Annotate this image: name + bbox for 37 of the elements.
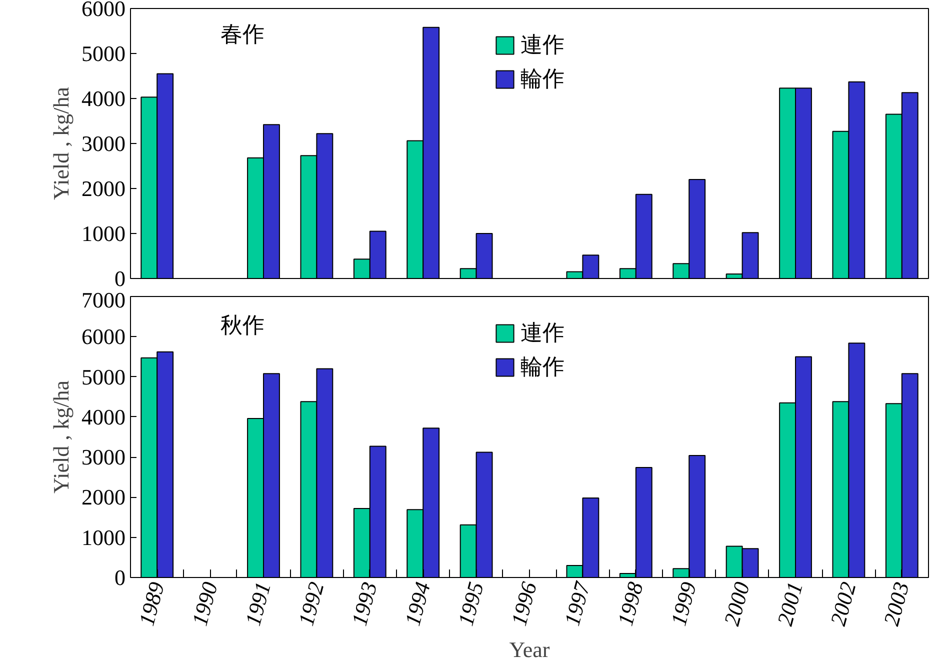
x-tick-label: 1993: [346, 579, 382, 628]
y-tick-label: 6000: [82, 324, 126, 350]
x-tick-label: 1989: [134, 579, 170, 628]
x-tick-label: 1990: [186, 579, 222, 628]
x-tick-label: 1996: [506, 579, 542, 628]
x-tick-label: 1999: [666, 579, 702, 628]
x-tick-label: 1998: [612, 579, 648, 628]
x-tick-label: 1995: [452, 579, 488, 628]
y-tick-label: 0: [114, 565, 126, 590]
annotation: 秋作: [220, 312, 264, 338]
x-tick-label: 2001: [772, 579, 808, 628]
x-tick-label: 1992: [293, 579, 329, 628]
y-axis-title: Yield , kg/ha: [48, 380, 74, 494]
y-tick-label: 5000: [82, 364, 126, 390]
y-tick-label: 4000: [82, 86, 126, 111]
y-tick-label: 3000: [82, 131, 126, 156]
y-tick-label: 2000: [82, 484, 126, 510]
y-axis-title: Yield , kg/ha: [48, 86, 74, 200]
legend-label: 連作: [520, 319, 564, 347]
x-axis-title: Year: [509, 636, 550, 662]
y-tick-label: 4000: [82, 404, 126, 430]
x-tick-label: 1997: [559, 578, 596, 628]
y-tick-label: 2000: [82, 176, 126, 201]
legend-label: 連作: [520, 31, 564, 59]
y-tick-label: 1000: [82, 524, 126, 550]
y-tick-label: 6000: [82, 0, 126, 21]
y-tick-label: 3000: [82, 444, 126, 470]
x-tick-label: 1994: [400, 579, 436, 628]
legend-label: 輪作: [520, 353, 564, 381]
x-tick-label: 1991: [240, 579, 276, 628]
y-tick-label: 5000: [82, 41, 126, 66]
x-tick-label: 2002: [825, 579, 861, 628]
x-tick-label: 2003: [878, 579, 914, 628]
annotation: 春作: [220, 22, 264, 46]
x-tick-label: 2000: [718, 579, 754, 628]
y-tick-label: 1000: [82, 221, 126, 246]
legend-label: 輪作: [520, 65, 564, 93]
